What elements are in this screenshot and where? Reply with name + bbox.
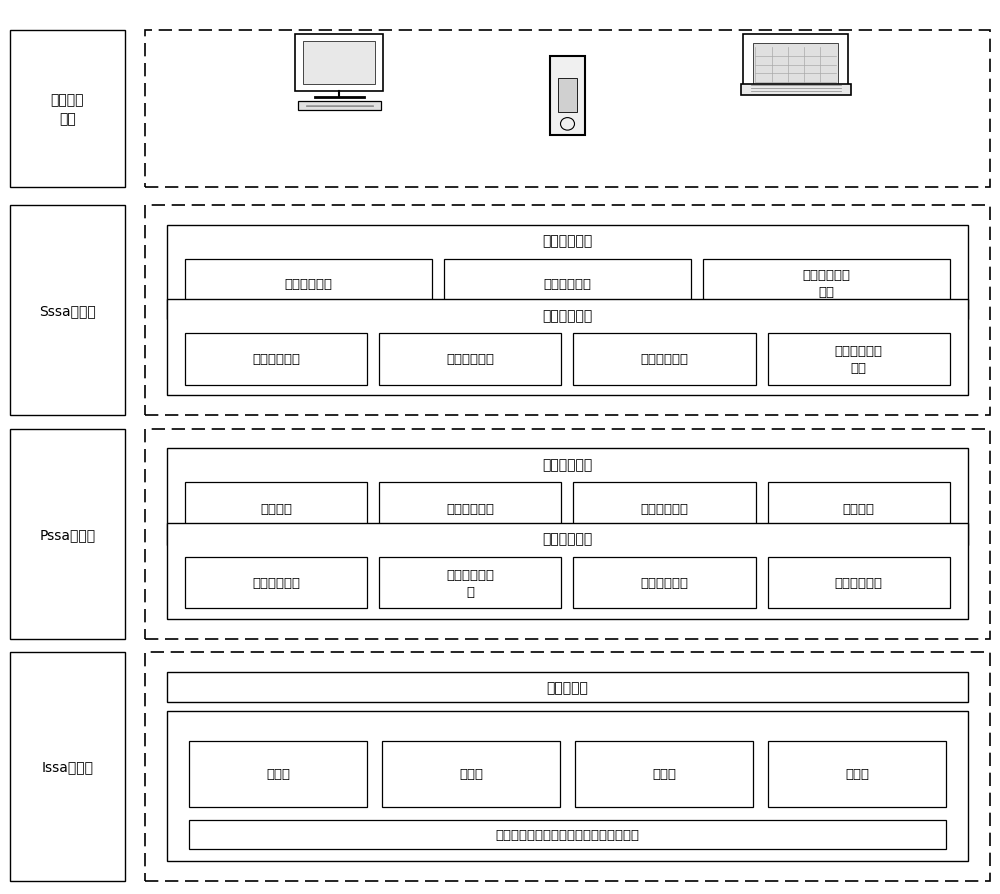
Text: 数据库: 数据库 <box>652 767 676 780</box>
FancyBboxPatch shape <box>743 35 848 94</box>
FancyBboxPatch shape <box>167 712 968 861</box>
Text: 测试管理服务: 测试管理服务 <box>542 308 593 323</box>
Text: 测试过程监控: 测试过程监控 <box>543 277 591 291</box>
FancyBboxPatch shape <box>741 85 851 97</box>
FancyBboxPatch shape <box>185 483 367 535</box>
FancyBboxPatch shape <box>185 557 367 609</box>
FancyBboxPatch shape <box>295 35 383 91</box>
FancyBboxPatch shape <box>573 557 756 609</box>
Text: 测试用户信息
管理: 测试用户信息 管理 <box>835 344 883 375</box>
FancyBboxPatch shape <box>189 741 367 806</box>
FancyBboxPatch shape <box>550 57 585 135</box>
FancyBboxPatch shape <box>10 653 125 881</box>
FancyBboxPatch shape <box>10 429 125 639</box>
Text: 服务器: 服务器 <box>266 767 290 780</box>
FancyBboxPatch shape <box>298 102 381 111</box>
FancyBboxPatch shape <box>167 523 968 620</box>
FancyBboxPatch shape <box>768 333 950 385</box>
FancyBboxPatch shape <box>167 299 968 396</box>
FancyBboxPatch shape <box>768 557 950 609</box>
FancyBboxPatch shape <box>382 741 560 806</box>
FancyBboxPatch shape <box>703 259 950 308</box>
Text: 测试开发平台: 测试开发平台 <box>542 458 593 472</box>
Text: 协议分析: 协议分析 <box>843 502 875 515</box>
FancyBboxPatch shape <box>145 206 990 416</box>
Text: 测试项目新建: 测试项目新建 <box>284 277 332 291</box>
Text: 分布式数据库: 分布式数据库 <box>252 577 300 589</box>
FancyBboxPatch shape <box>573 333 756 385</box>
Text: 测试数据管理: 测试数据管理 <box>641 353 689 366</box>
Text: Sssa服务层: Sssa服务层 <box>39 304 96 317</box>
Text: 测试资源调度: 测试资源调度 <box>446 502 494 515</box>
Text: 分布式数据库: 分布式数据库 <box>835 577 883 589</box>
Text: 测试资源管理: 测试资源管理 <box>446 353 494 366</box>
FancyBboxPatch shape <box>185 259 432 308</box>
Text: 基础开发平台: 基础开发平台 <box>542 532 593 546</box>
Text: 路由器、存储器、集线器等网络连接设备: 路由器、存储器、集线器等网络连接设备 <box>495 829 639 841</box>
Text: 用户可用服务: 用户可用服务 <box>542 234 593 249</box>
FancyBboxPatch shape <box>558 79 577 113</box>
FancyBboxPatch shape <box>189 821 946 849</box>
Text: 测试结果生成: 测试结果生成 <box>641 502 689 515</box>
FancyBboxPatch shape <box>145 653 990 881</box>
FancyBboxPatch shape <box>753 44 838 85</box>
FancyBboxPatch shape <box>145 31 990 188</box>
FancyBboxPatch shape <box>145 429 990 639</box>
Text: 测试执行: 测试执行 <box>260 502 292 515</box>
Text: 数据库: 数据库 <box>845 767 869 780</box>
FancyBboxPatch shape <box>379 557 561 609</box>
FancyBboxPatch shape <box>768 741 946 806</box>
FancyBboxPatch shape <box>444 259 691 308</box>
Text: 测试任务管理: 测试任务管理 <box>252 353 300 366</box>
Text: 统一存储管理: 统一存储管理 <box>641 577 689 589</box>
FancyBboxPatch shape <box>379 333 561 385</box>
FancyBboxPatch shape <box>573 483 756 535</box>
Text: Pssa服务层: Pssa服务层 <box>39 527 96 541</box>
Text: 分布式文件系
统: 分布式文件系 统 <box>446 568 494 598</box>
FancyBboxPatch shape <box>167 449 968 545</box>
FancyBboxPatch shape <box>185 333 367 385</box>
FancyBboxPatch shape <box>10 31 125 188</box>
FancyBboxPatch shape <box>303 42 375 84</box>
Text: 测试结果审核
查看: 测试结果审核 查看 <box>802 269 850 299</box>
Text: 人机交互
界面: 人机交互 界面 <box>51 93 84 126</box>
FancyBboxPatch shape <box>575 741 753 806</box>
FancyBboxPatch shape <box>167 672 968 702</box>
Text: Issa服务层: Issa服务层 <box>42 760 94 773</box>
FancyBboxPatch shape <box>768 483 950 535</box>
Text: 虚拟化技术: 虚拟化技术 <box>547 680 588 694</box>
FancyBboxPatch shape <box>10 206 125 416</box>
Text: 服务器: 服务器 <box>459 767 483 780</box>
FancyBboxPatch shape <box>167 225 968 319</box>
FancyBboxPatch shape <box>379 483 561 535</box>
